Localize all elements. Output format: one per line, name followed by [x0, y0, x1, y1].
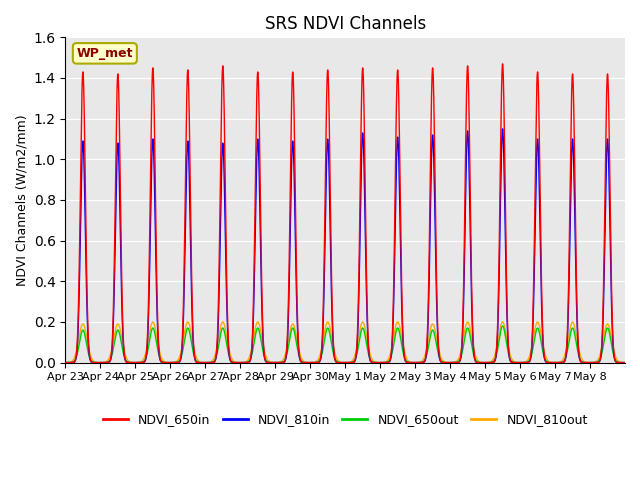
- Y-axis label: NDVI Channels (W/m2/mm): NDVI Channels (W/m2/mm): [15, 114, 28, 286]
- Title: SRS NDVI Channels: SRS NDVI Channels: [264, 15, 426, 33]
- Text: WP_met: WP_met: [77, 47, 133, 60]
- Legend: NDVI_650in, NDVI_810in, NDVI_650out, NDVI_810out: NDVI_650in, NDVI_810in, NDVI_650out, NDV…: [98, 408, 593, 431]
